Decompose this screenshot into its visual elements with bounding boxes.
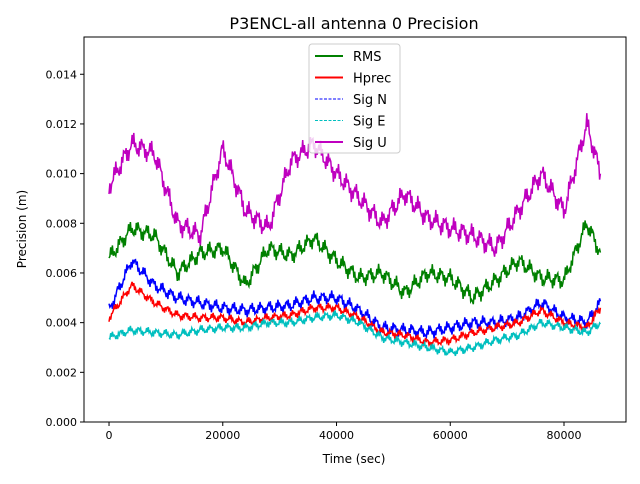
legend-box	[308, 43, 401, 154]
legend-label: Sig E	[353, 115, 385, 130]
legend-label: RMS	[353, 50, 382, 65]
legend-label: Sig U	[353, 136, 387, 151]
y-tick-label: 0.008	[46, 217, 78, 230]
y-tick-label: 0.012	[46, 118, 78, 131]
y-tick-label: 0.006	[46, 267, 78, 280]
y-tick-label: 0.004	[46, 317, 78, 330]
series-line-sig-u	[108, 113, 602, 257]
legend: RMS Hprec Sig N Sig E Sig U	[308, 43, 401, 154]
x-tick-label: 0	[106, 429, 113, 442]
legend-label: Sig N	[353, 93, 387, 108]
legend-label: Hprec	[353, 72, 391, 87]
series-line-hprec	[108, 281, 602, 348]
y-tick-label: 0.010	[46, 168, 78, 181]
y-tick-label: 0.014	[46, 68, 78, 81]
series-line-rms	[108, 220, 602, 305]
chart-title: P3ENCL-all antenna 0 Precision	[229, 14, 478, 33]
x-tick-label: 20000	[205, 429, 240, 442]
y-tick-label: 0.000	[46, 416, 78, 429]
plot-frame	[83, 36, 627, 423]
x-tick-label: 80000	[547, 429, 582, 442]
series-line-sig-e	[108, 310, 602, 357]
x-axis-label: Time (sec)	[322, 452, 386, 466]
y-axis-label: Precision (m)	[15, 190, 29, 268]
x-tick-label: 60000	[433, 429, 468, 442]
x-tick-label: 40000	[319, 429, 354, 442]
y-tick-label: 0.002	[46, 366, 78, 379]
